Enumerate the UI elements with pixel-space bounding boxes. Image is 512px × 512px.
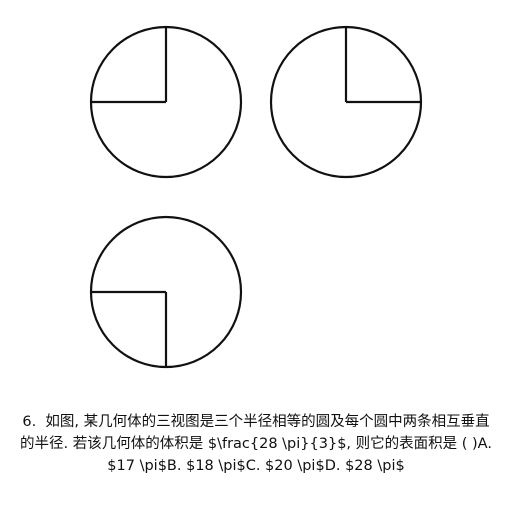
top-view [89, 215, 243, 369]
question-text: 6. 如图, 某几何体的三视图是三个半径相等的圆及每个圆中两条相互垂直的半径. … [20, 414, 497, 474]
front-view [89, 25, 243, 179]
three-view-figure [89, 25, 423, 369]
question-text-block: 6. 如图, 某几何体的三视图是三个半径相等的圆及每个圆中两条相互垂直的半径. … [18, 411, 494, 477]
side-view [269, 25, 423, 179]
